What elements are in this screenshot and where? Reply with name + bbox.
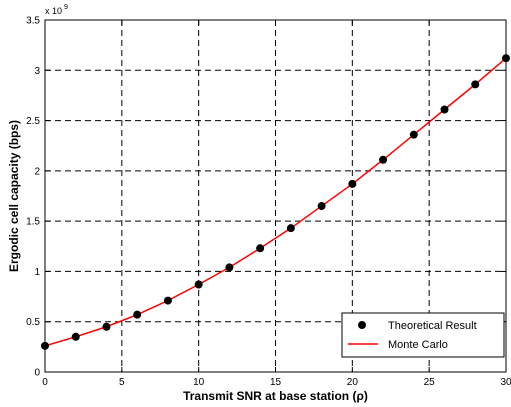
data-point-theoretical [409,130,418,139]
axis-ticks: 0 5 10 15 20 25 30 0 0.5 1 1.5 2 2.5 3 3.5 [26,16,511,389]
y-tick-label: 3.5 [26,16,40,27]
y-tick-label: 3 [34,66,40,77]
data-point-theoretical [133,310,142,319]
legend-label-monte-carlo: Monte Carlo [388,339,448,351]
legend-label-theoretical: Theoretical Result [388,320,477,332]
data-point-theoretical [502,54,510,63]
y-tick-label: 0.5 [26,317,40,328]
data-point-theoretical [471,80,480,89]
data-point-theoretical [163,296,172,305]
y-axis-label: Ergodic cell capacity (bps) [7,120,21,272]
y-tick-label: 2.5 [26,116,40,127]
data-point-theoretical [348,179,357,188]
y-scale-factor: x 10 [45,6,62,16]
data-point-theoretical [102,322,111,331]
data-point-theoretical [317,202,326,211]
data-point-theoretical [71,332,80,341]
x-tick-label: 5 [119,377,125,388]
legend-box [341,312,505,358]
series-layer [41,54,510,350]
y-tick-label: 1 [34,267,40,278]
x-tick-label: 10 [193,377,205,388]
series-line-monte-carlo [44,57,507,347]
data-point-theoretical [286,224,295,233]
y-tick-label: 0 [34,368,40,379]
data-point-theoretical [194,280,203,289]
data-point-theoretical [41,341,49,350]
x-tick-label: 25 [424,377,436,388]
x-tick-label: 30 [500,377,511,388]
data-point-theoretical [379,155,388,164]
x-tick-label: 20 [347,377,359,388]
x-axis-label: Transmit SNR at base station (ρ) [183,389,368,403]
data-point-theoretical [440,105,449,114]
y-tick-label: 1.5 [26,217,40,228]
legend: Theoretical Result Monte Carlo [341,312,505,358]
y-tick-label: 2 [34,166,40,177]
x-tick-label: 15 [270,377,282,388]
data-point-theoretical [225,263,234,272]
y-scale-exponent: 9 [64,4,68,11]
data-point-theoretical [256,244,265,253]
legend-marker-theoretical [358,321,366,329]
x-tick-label: 0 [42,377,48,388]
